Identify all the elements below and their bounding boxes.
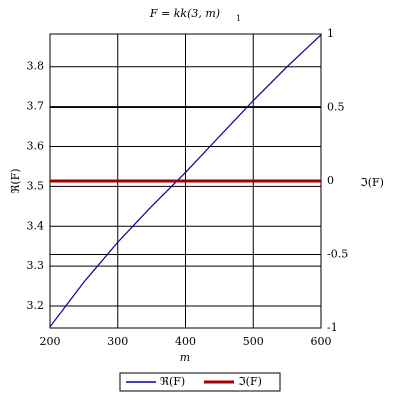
chart-title-subscript: 1	[236, 14, 241, 23]
x-axis-label: m	[180, 351, 190, 364]
y-tick-label: 3.4	[27, 219, 45, 232]
y-tick-label: 3.5	[27, 179, 45, 192]
y2-tick-label: 0.5	[327, 101, 345, 114]
y-tick-label: 3.3	[27, 259, 45, 272]
x-tick-label: 600	[311, 335, 332, 348]
x-tick-label: 400	[175, 335, 196, 348]
x-tick-label: 500	[243, 335, 264, 348]
legend-box	[119, 372, 281, 392]
y2-tick-label: -1	[327, 321, 338, 334]
y-tick-label: 3.8	[27, 60, 45, 73]
y-axis-label: ℜ(F)	[9, 168, 22, 193]
series-line	[49, 34, 322, 328]
x-tick-label: 300	[107, 335, 128, 348]
x-tick-label: 200	[40, 335, 61, 348]
y2-axis-label: ℑ(F)	[360, 176, 384, 189]
y2-tick-label: -0.5	[327, 248, 348, 261]
legend-label: ℑ(F)	[238, 375, 262, 388]
y-tick-label: 3.2	[27, 299, 45, 312]
legend-label: ℜ(F)	[160, 375, 185, 388]
y-tick-label: 3.7	[27, 100, 45, 113]
y-tick-label: 3.6	[27, 139, 45, 152]
y2-tick-label: 1	[327, 27, 334, 40]
y2-tick-label: 0	[327, 174, 334, 187]
chart-title: F = kk(3, m)	[149, 7, 220, 20]
